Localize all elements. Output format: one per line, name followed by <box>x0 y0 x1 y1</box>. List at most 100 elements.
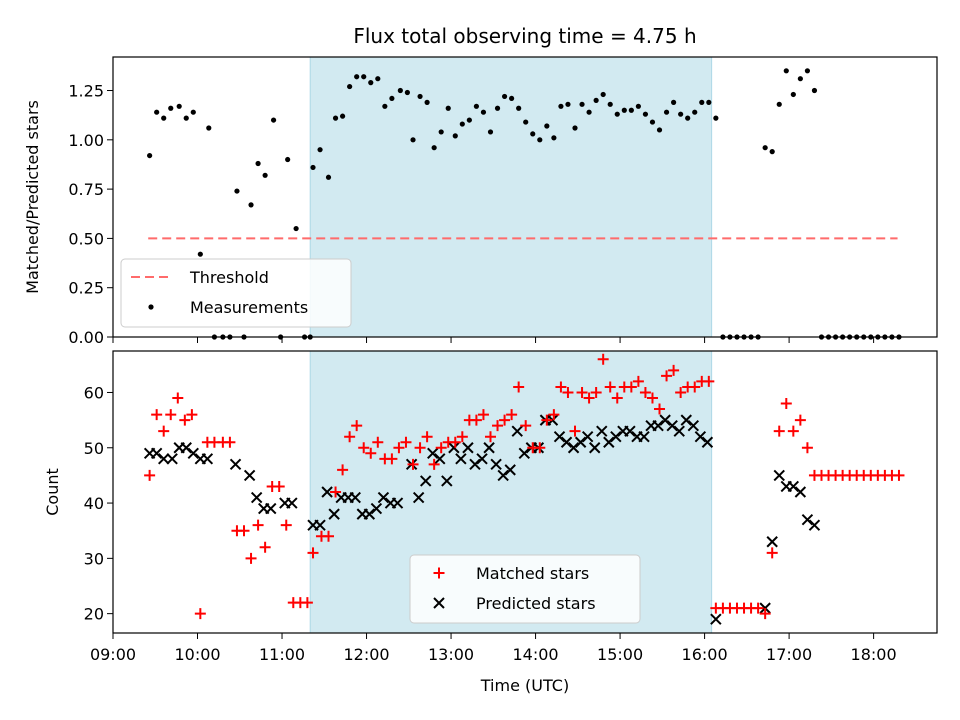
top-legend-box <box>120 258 352 328</box>
predicted-marker <box>710 613 722 625</box>
top-legend: Threshold Measurements <box>120 258 352 328</box>
matched-marker <box>365 447 377 459</box>
predicted-marker <box>476 453 488 465</box>
measurement-point <box>671 99 677 105</box>
predicted-marker <box>363 508 376 520</box>
matched-marker <box>238 525 250 537</box>
bottom-axes-frame <box>112 350 938 634</box>
matched-marker <box>245 552 257 564</box>
matched-marker <box>513 381 525 393</box>
predicted-marker <box>794 486 807 498</box>
predicted-marker <box>314 519 326 531</box>
measurement-point <box>523 119 529 125</box>
predicted-marker <box>652 419 664 432</box>
matched-marker <box>414 442 426 454</box>
matched-marker <box>611 392 623 404</box>
top-y-axis-label: Matched/Predicted stars <box>23 100 42 294</box>
predicted-marker <box>759 602 771 614</box>
measurement-point <box>248 202 254 208</box>
measurement-point <box>642 111 649 117</box>
matched-marker <box>307 547 319 559</box>
legend-matched-label: Matched stars <box>476 564 589 583</box>
matched-marker <box>794 414 806 426</box>
matched-marker <box>534 442 546 454</box>
measurement-point <box>354 74 360 80</box>
predicted-marker <box>158 453 170 465</box>
predicted-marker <box>603 436 615 448</box>
top-y-tick-label: 1.25 <box>68 82 104 101</box>
measurement-point <box>161 115 167 121</box>
measurement-point <box>368 80 374 86</box>
predicted-marker <box>448 442 460 454</box>
matched-marker <box>787 425 799 437</box>
measurement-point <box>769 149 775 155</box>
matched-marker <box>386 453 398 465</box>
measurement-point <box>614 111 620 117</box>
predicted-marker <box>286 497 298 509</box>
bottom-y-axis: 20 30 40 50 60 <box>84 383 113 624</box>
bottom-x-tick-label: 14:00 <box>513 645 559 664</box>
predicted-marker <box>180 442 192 454</box>
predicted-marker <box>490 458 502 471</box>
matched-marker <box>194 608 206 620</box>
matched-marker <box>646 392 658 404</box>
measurement-point <box>487 129 494 135</box>
measurement-point <box>285 156 291 163</box>
predicted-marker <box>589 442 601 454</box>
legend-matched-swatch <box>433 567 445 579</box>
measurement-point <box>565 101 571 107</box>
matched-marker <box>893 469 905 481</box>
measurement-point <box>692 109 698 115</box>
measurement-point <box>663 109 670 115</box>
predicted-marker <box>808 519 821 531</box>
matched-marker <box>344 431 356 443</box>
bottom-y-tick-label: 20 <box>84 605 104 624</box>
matched-marker <box>703 375 715 387</box>
matched-marker <box>520 420 532 432</box>
measurement-point <box>635 103 641 109</box>
matched-marker <box>668 364 680 376</box>
measurement-point <box>579 101 585 107</box>
measurement-point <box>270 117 277 123</box>
predicted-marker <box>412 491 425 504</box>
predicted-marker <box>610 430 622 443</box>
measurement-point <box>804 68 811 74</box>
top-y-tick-label: 0.25 <box>68 279 104 298</box>
measurement-point <box>466 117 472 123</box>
predicted-marker <box>511 425 523 437</box>
matched-marker <box>801 442 813 454</box>
matched-marker <box>590 386 602 398</box>
predicted-marker <box>801 513 814 526</box>
bottom-panel: 20 30 40 50 60 09:00 10:00 11:00 12:00 13:00 14:0… <box>43 350 938 695</box>
measurement-point <box>310 164 316 171</box>
matched-marker <box>428 458 440 470</box>
measurement-point <box>607 101 613 107</box>
measurement-point <box>206 125 212 131</box>
measurement-point <box>572 125 578 131</box>
measurement-point <box>649 119 656 125</box>
matched-marker <box>407 458 419 470</box>
bottom-x-tick-label: 09:00 <box>90 645 136 664</box>
predicted-marker <box>673 425 685 437</box>
predicted-marker <box>518 447 531 460</box>
predicted-marker <box>370 502 383 515</box>
matched-marker <box>435 442 447 454</box>
bottom-x-axis: 09:00 10:00 11:00 12:00 13:00 14:00 15:00 16:00… <box>90 633 897 664</box>
measurement-point <box>339 113 346 119</box>
matched-marker <box>604 381 616 393</box>
predicted-marker <box>434 453 446 465</box>
predicted-marker <box>787 480 800 493</box>
matched-marker <box>400 436 412 448</box>
top-y-tick-label: 1.00 <box>68 131 104 150</box>
top-y-axis: 0.00 0.25 0.50 0.75 1.00 1.25 <box>68 82 113 347</box>
predicted-marker <box>624 425 636 437</box>
measurement-point <box>176 103 182 109</box>
measurement-point <box>445 105 451 111</box>
top-y-tick-label: 0.75 <box>68 180 104 199</box>
measurement-point <box>537 137 543 143</box>
top-axes-frame <box>112 56 938 338</box>
measurement-point <box>361 74 367 80</box>
matched-marker <box>421 431 433 443</box>
predicted-marker <box>250 491 263 504</box>
